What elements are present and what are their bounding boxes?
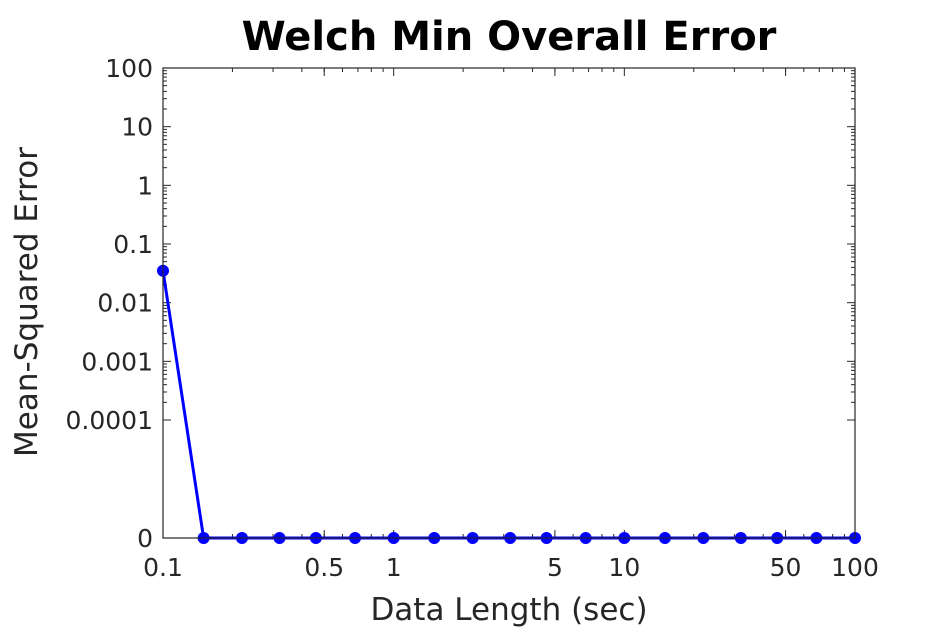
y-tick-label: 0.001	[81, 347, 153, 376]
y-axis-label: Mean-Squared Error	[9, 147, 45, 457]
x-tick-label: 50	[770, 553, 802, 582]
x-tick-label: 100	[831, 553, 879, 582]
y-tick-label: 0.0001	[66, 406, 153, 435]
y-tick-label: 0	[137, 524, 153, 553]
x-tick-label: 10	[608, 553, 640, 582]
y-tick-label: 1	[137, 171, 153, 200]
x-tick-label: 1	[386, 553, 402, 582]
plot-frame	[162, 67, 856, 539]
x-tick-label: 5	[547, 553, 563, 582]
y-tick-label: 0.1	[113, 230, 153, 259]
y-tick-label: 0.01	[97, 289, 153, 318]
chart-title: Welch Min Overall Error	[242, 14, 777, 60]
y-tick-label: 10	[121, 113, 153, 142]
x-tick-label: 0.5	[304, 553, 344, 582]
x-tick-label: 0.1	[143, 553, 183, 582]
x-axis-label: Data Length (sec)	[370, 592, 647, 628]
y-tick-label: 100	[105, 54, 153, 83]
